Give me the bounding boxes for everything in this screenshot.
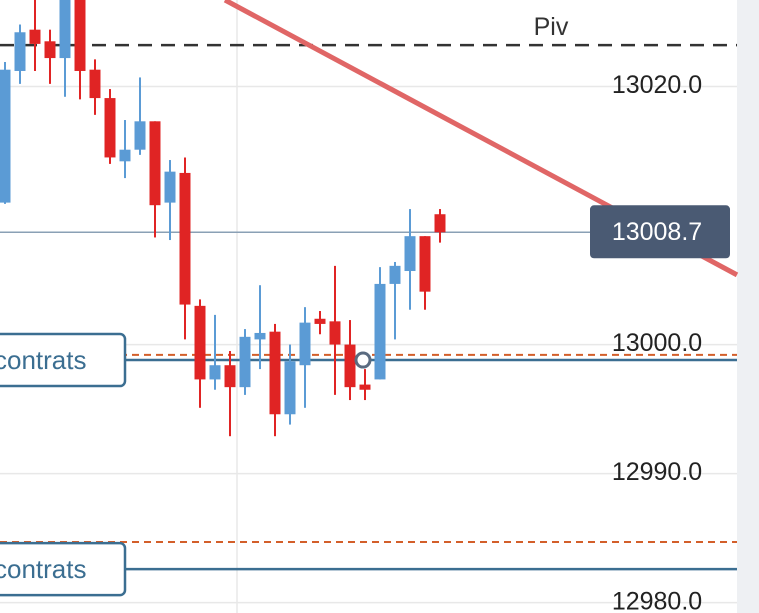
level-box — [0, 541, 127, 597]
candle-body — [329, 321, 341, 345]
candle-body — [299, 322, 311, 366]
candle-body — [209, 365, 221, 380]
candle-body — [404, 236, 416, 272]
last-price-box — [590, 205, 730, 259]
y-tick-label: 13000.0 — [612, 329, 702, 357]
pivot-label: Piv — [534, 13, 569, 41]
candle-body — [29, 29, 41, 44]
candle-body — [314, 318, 326, 324]
candle-body — [389, 265, 401, 284]
candle-body — [104, 98, 116, 158]
candle-body — [164, 171, 176, 203]
candle-body — [59, 0, 71, 59]
candle-body — [224, 365, 236, 388]
candle-body — [239, 336, 251, 388]
last-price-label: 13008.7 — [612, 218, 702, 246]
candle-body — [254, 332, 266, 340]
candle-body — [269, 331, 281, 415]
candle-body — [119, 149, 131, 162]
candle-body — [134, 121, 146, 150]
candle-body — [179, 172, 191, 305]
candle-body — [284, 361, 296, 415]
level-handle — [354, 351, 372, 369]
candle-body — [344, 344, 356, 388]
level-label: contrats — [0, 345, 87, 375]
candle-body — [374, 283, 386, 380]
side-strip — [737, 0, 759, 613]
candle-body — [14, 32, 26, 71]
candle-body — [89, 69, 101, 99]
candle-body — [194, 305, 206, 380]
candle-body — [359, 384, 371, 390]
y-tick-label: 12980.0 — [612, 587, 702, 613]
candle-body — [0, 69, 11, 203]
candle-body — [44, 41, 56, 59]
candle-body — [419, 236, 431, 292]
y-tick-label: 12990.0 — [612, 458, 702, 486]
level-box — [0, 332, 127, 388]
candle-body — [434, 214, 446, 233]
candle-body — [74, 0, 86, 71]
candle-body — [149, 121, 161, 206]
y-tick-label: 13020.0 — [612, 71, 702, 99]
level-label: contrats — [0, 554, 87, 584]
